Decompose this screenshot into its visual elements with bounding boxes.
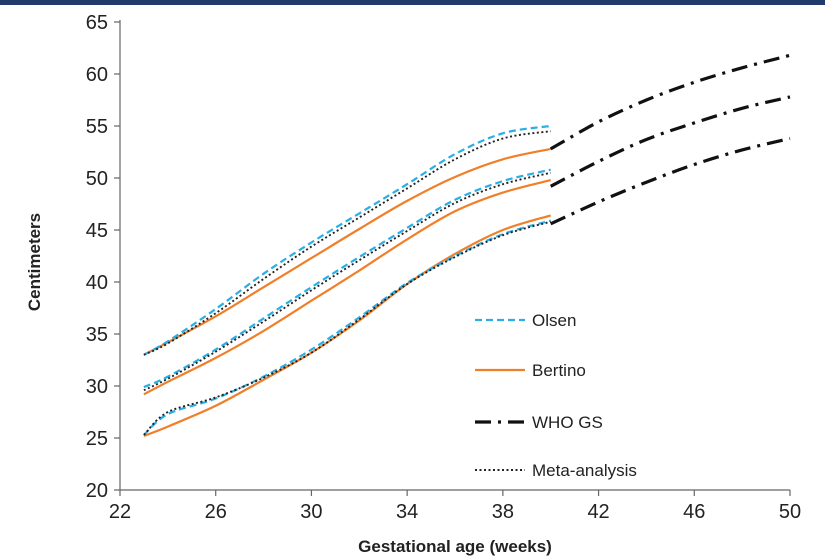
- y-tick-label: 30: [86, 376, 108, 398]
- series-olsen-curve-3: [143, 219, 552, 436]
- y-tick-label: 60: [86, 64, 108, 86]
- series-olsen-curve-1: [143, 124, 551, 356]
- y-tick-label: 35: [86, 324, 108, 346]
- y-tick-label: 20: [86, 480, 108, 502]
- x-tick-label: 22: [109, 501, 131, 523]
- y-tick-label: 45: [86, 220, 108, 242]
- legend-label-olsen: Olsen: [532, 311, 576, 330]
- series-olsen-curve-2: [143, 168, 551, 389]
- x-axis-title: Gestational age (weeks): [358, 537, 552, 556]
- x-tick-label: 42: [587, 501, 609, 523]
- series-meta-analysis-curve-2: [143, 171, 551, 392]
- y-axis-title: Centimeters: [25, 213, 44, 311]
- x-tick-label: 38: [492, 501, 514, 523]
- x-tick-label: 46: [683, 501, 705, 523]
- series-who-gs-curve-1: [549, 53, 791, 151]
- y-tick-label: 65: [86, 12, 108, 34]
- top-border-bar: [0, 0, 825, 5]
- legend-label-meta-analysis: Meta-analysis: [532, 461, 637, 480]
- x-tick-label: 30: [300, 501, 322, 523]
- y-tick-label: 55: [86, 116, 108, 138]
- series-bertino-curve-1: [143, 147, 551, 356]
- legend-label-who-gs: WHO GS: [532, 413, 603, 432]
- legend: Olsen Bertino WHO GS Meta-analysis: [475, 311, 637, 480]
- series-who-gs-curve-3: [550, 136, 791, 226]
- x-tick-label: 50: [779, 501, 801, 523]
- y-tick-label: 40: [86, 272, 108, 294]
- tick-labels-layer: 20 25 30 35 40 45 50 55 60 65 22 26 30 34 38 42 46 50: [86, 12, 801, 523]
- axes-layer: [114, 20, 791, 496]
- y-tick-label: 50: [86, 168, 108, 190]
- legend-label-bertino: Bertino: [532, 361, 586, 380]
- series-bertino-curve-2: [143, 179, 551, 396]
- x-tick-label: 34: [396, 501, 418, 523]
- y-tick-label: 25: [86, 428, 108, 450]
- series-meta-analysis-curve-3: [143, 220, 551, 436]
- x-tick-label: 26: [205, 501, 227, 523]
- series-layer: [143, 53, 791, 437]
- series-who-gs-curve-2: [549, 95, 791, 188]
